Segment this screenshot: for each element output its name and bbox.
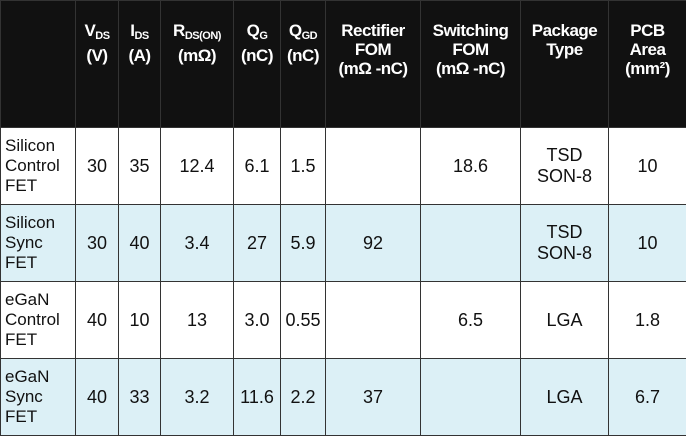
header-unit: (mΩ -nC) <box>436 59 505 78</box>
header-unit: (nC) <box>287 46 319 65</box>
cell: 6.7 <box>609 359 686 436</box>
cell: 33 <box>119 359 161 436</box>
header-subscript: GD <box>302 30 318 42</box>
cell: 27 <box>234 205 281 282</box>
cell: 1.8 <box>609 282 686 359</box>
header-cell: QGD (nC) <box>281 1 326 128</box>
header-unit: (mΩ) <box>178 46 216 65</box>
header-text: Switching FOM <box>433 21 509 59</box>
header-cell: Switching FOM(mΩ -nC) <box>421 1 521 128</box>
cell: 2.2 <box>281 359 326 436</box>
row-label: Silicon Control FET <box>1 128 76 205</box>
header-subscript: DS(ON) <box>185 30 221 42</box>
header-cell: QG (nC) <box>234 1 281 128</box>
header-unit: (mΩ -nC) <box>338 59 407 78</box>
cell: LGA <box>521 282 609 359</box>
header-row: VDS(V)IDS(A)RDS(ON)(mΩ)QG(nC)QGD(nC)Rect… <box>1 1 686 128</box>
cell: 10 <box>119 282 161 359</box>
header-subscript: DS <box>134 30 148 42</box>
cell: 3.4 <box>161 205 234 282</box>
header-cell: IDS(A) <box>119 1 161 128</box>
cell: TSD SON-8 <box>521 205 609 282</box>
header-cell: PCB Area(mm²) <box>609 1 686 128</box>
cell: 12.4 <box>161 128 234 205</box>
cell: 3.2 <box>161 359 234 436</box>
header-cell: RDS(ON) (mΩ) <box>161 1 234 128</box>
cell: 10 <box>609 128 686 205</box>
cell: 6.1 <box>234 128 281 205</box>
header-subscript: DS <box>95 30 109 42</box>
cell: 37 <box>326 359 421 436</box>
header-cell <box>1 1 76 128</box>
empty-cell <box>326 128 421 205</box>
cell: 35 <box>119 128 161 205</box>
cell: 18.6 <box>421 128 521 205</box>
header-text: Package Type <box>532 21 598 59</box>
header-unit: (nC) <box>241 46 273 65</box>
row-label: eGaN Sync FET <box>1 359 76 436</box>
cell: 3.0 <box>234 282 281 359</box>
header-text: V <box>84 21 95 40</box>
header-subscript: G <box>259 30 267 42</box>
header-text: R <box>173 21 185 40</box>
empty-cell <box>421 359 521 436</box>
cell: 13 <box>161 282 234 359</box>
header-text: PCB Area <box>630 21 666 59</box>
cell: 40 <box>76 282 119 359</box>
cell: 10 <box>609 205 686 282</box>
header-text: Rectifier FOM <box>341 21 405 59</box>
header-unit: (A) <box>128 46 150 65</box>
cell: 11.6 <box>234 359 281 436</box>
cell: 30 <box>76 205 119 282</box>
row-label: eGaN Control FET <box>1 282 76 359</box>
header-cell: Rectifier FOM(mΩ -nC) <box>326 1 421 128</box>
header-unit: (V) <box>86 46 107 65</box>
cell: LGA <box>521 359 609 436</box>
header-unit: (mm²) <box>625 59 670 78</box>
cell: TSD SON-8 <box>521 128 609 205</box>
cell: 0.55 <box>281 282 326 359</box>
cell: 92 <box>326 205 421 282</box>
header-text: Q <box>247 21 260 40</box>
cell: 1.5 <box>281 128 326 205</box>
page: VDS(V)IDS(A)RDS(ON)(mΩ)QG(nC)QGD(nC)Rect… <box>0 0 686 411</box>
header-text: Q <box>289 21 302 40</box>
header-cell: VDS (V) <box>76 1 119 128</box>
empty-cell <box>421 205 521 282</box>
cell: 30 <box>76 128 119 205</box>
header-cell: Package Type <box>521 1 609 128</box>
cell: 6.5 <box>421 282 521 359</box>
cell: 40 <box>119 205 161 282</box>
cell: 40 <box>76 359 119 436</box>
empty-cell <box>326 282 421 359</box>
cell: 5.9 <box>281 205 326 282</box>
row-label: Silicon Sync FET <box>1 205 76 282</box>
